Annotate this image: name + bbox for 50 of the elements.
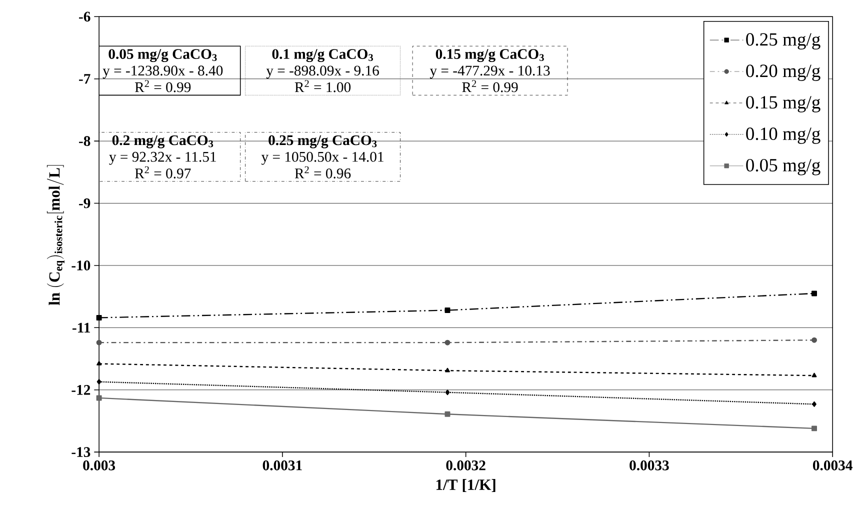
point [96, 379, 102, 385]
point [96, 315, 102, 321]
annotation: 0.1 mg/g CaCO$_{3}$ [272, 49, 373, 62]
point [444, 340, 450, 346]
annotation: 0.05 mg/g CaCO$_{3}$ [108, 49, 217, 62]
point [96, 361, 102, 366]
point [96, 340, 102, 346]
y-tick-label: -10 [72, 260, 90, 271]
point [812, 338, 817, 344]
x-tick-label: 0.0034 [813, 460, 852, 471]
point [445, 390, 450, 396]
legend-label: 0.20 mg/g [746, 64, 820, 82]
point [812, 402, 816, 408]
point [812, 426, 817, 432]
y-tick-label: -11 [72, 323, 90, 333]
y-tick-label: -6 [79, 12, 90, 22]
y-axis-title: $\mathbf{ln\ (C_{eq})_{isosteric}[mol/L]}$ [46, 165, 64, 306]
point [812, 373, 817, 378]
annotation: R$^{2}$ = 1.00 [294, 80, 351, 92]
annotation: 0.25 mg/g CaCO$_{3}$ [268, 135, 377, 148]
annotation: R$^{2}$ = 0.99 [134, 80, 191, 92]
x-tick-label: 0.0032 [446, 460, 486, 471]
annotation: R$^{2}$ = 0.96 [294, 166, 351, 179]
point [445, 368, 450, 372]
y-tick-label: -12 [72, 385, 90, 395]
legend-label: 0.10 mg/g [746, 128, 820, 144]
annotation: y = -898.09x - 9.16 [266, 66, 379, 79]
x-tick-label: 0.0031 [262, 460, 302, 471]
annotation: y = 92.32x - 11.51 [109, 152, 216, 165]
annotation: y = -477.29x - 10.13 [430, 66, 550, 79]
annotation: R$^{2}$ = 0.97 [134, 166, 191, 179]
annotation: R$^{2}$ = 0.99 [462, 80, 518, 92]
annotation: y = 1050.50x - 14.01 [261, 152, 384, 165]
x-tick-label: 0.003 [83, 460, 116, 471]
x-tick-label: 0.0033 [630, 460, 669, 471]
y-tick-label: -7 [79, 74, 90, 84]
x-axis-title: 1/T [1/K] [436, 479, 496, 492]
y-tick-label: -8 [79, 136, 90, 146]
legend-label: 0.15 mg/g [746, 96, 820, 113]
y-tick-label: -9 [79, 198, 90, 208]
annotation: 0.2 mg/g CaCO$_{3}$ [112, 135, 214, 148]
y-tick-label: -13 [72, 447, 90, 458]
point [444, 412, 450, 418]
point [444, 308, 450, 314]
annotation: y = -1238.90x - 8.40 [102, 66, 223, 79]
legend-label: 0.25 mg/g [746, 33, 820, 50]
point [96, 395, 102, 401]
point [812, 290, 817, 296]
legend-label: 0.05 mg/g [746, 159, 820, 176]
annotation: 0.15 mg/g CaCO$_{3}$ [436, 49, 544, 62]
